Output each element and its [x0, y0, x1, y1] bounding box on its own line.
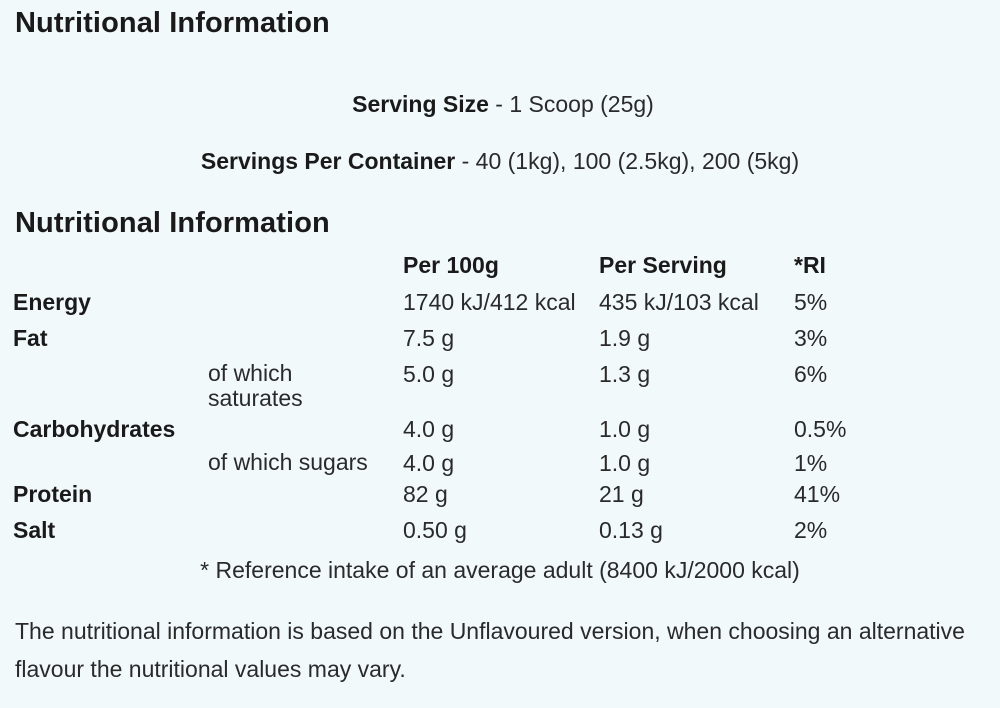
column-header-ri: *RI [794, 252, 826, 278]
value-per-serving: 0.13 g [599, 517, 663, 543]
column-header-nutrient [13, 252, 208, 288]
value-per-100g: 4.0 g [403, 416, 455, 442]
nutrient-sub [208, 480, 403, 516]
nutrient-name: Protein [13, 481, 93, 507]
table-row: of which saturates 5.0 g 1.3 g 6% [13, 360, 874, 415]
value-per-serving: 1.3 g [599, 361, 651, 387]
value-per-serving: 1.0 g [599, 416, 651, 442]
value-per-100g: 0.50 g [403, 517, 467, 543]
column-header-per-serving: Per Serving [599, 252, 727, 278]
value-ri: 3% [794, 325, 828, 351]
value-per-100g: 1740 kJ/412 kcal [403, 289, 576, 315]
value-ri: 6% [794, 361, 828, 387]
nutrient-sub [208, 288, 403, 324]
value-per-100g: 7.5 g [403, 325, 455, 351]
ri-footnote: * Reference intake of an average adult (… [200, 557, 800, 583]
value-per-100g: 4.0 g [403, 450, 455, 476]
nutrient-sub [208, 415, 403, 449]
nutrient-name [13, 360, 208, 415]
value-ri: 2% [794, 517, 828, 543]
value-ri: 0.5% [794, 416, 847, 442]
value-per-serving: 1.9 g [599, 325, 651, 351]
value-ri: 41% [794, 481, 841, 507]
serving-size-value: - 1 Scoop (25g) [488, 91, 654, 117]
nutrient-name [13, 449, 208, 480]
value-ri: 1% [794, 450, 828, 476]
nutrient-sub [208, 516, 403, 552]
value-ri: 5% [794, 289, 828, 315]
serving-size: Serving Size - 1 Scoop (25g) [3, 91, 1000, 118]
value-per-serving: 21 g [599, 481, 644, 507]
servings-per-container: Servings Per Container - 40 (1kg), 100 (… [0, 148, 1000, 175]
value-per-100g: 82 g [403, 481, 448, 507]
table-row: Energy 1740 kJ/412 kcal 435 kJ/103 kcal … [13, 288, 874, 324]
value-per-100g: 5.0 g [403, 361, 455, 387]
table-heading: Nutritional Information [15, 207, 330, 239]
table-row: Fat 7.5 g 1.9 g 3% [13, 324, 874, 360]
table-row: Carbohydrates 4.0 g 1.0 g 0.5% [13, 415, 874, 449]
page-title: Nutritional Information [15, 7, 330, 39]
value-per-serving: 435 kJ/103 kcal [599, 289, 759, 315]
nutrient-name: Energy [13, 289, 91, 315]
nutrient-name: Carbohydrates [13, 416, 176, 442]
column-header-per-100g: Per 100g [403, 252, 499, 278]
nutrient-name: Salt [13, 517, 56, 543]
table-row: Salt 0.50 g 0.13 g 2% [13, 516, 874, 552]
table-row: of which sugars 4.0 g 1.0 g 1% [13, 449, 874, 480]
disclaimer-note: The nutritional information is based on … [15, 618, 965, 682]
table-row: Protein 82 g 21 g 41% [13, 480, 874, 516]
nutrition-table: Per 100g Per Serving *RI Energy 1740 kJ/… [13, 252, 874, 552]
nutrient-sub [208, 324, 403, 360]
column-header-sub [208, 252, 403, 288]
nutrient-sub: of which saturates [208, 360, 303, 411]
serving-size-label: Serving Size [352, 91, 489, 117]
nutrient-name: Fat [13, 325, 48, 351]
table-header-row: Per 100g Per Serving *RI [13, 252, 874, 288]
servings-per-container-label: Servings Per Container [200, 148, 456, 174]
nutrient-sub: of which sugars [208, 449, 368, 475]
value-per-serving: 1.0 g [599, 450, 651, 476]
servings-per-container-value: - 40 (1kg), 100 (2.5kg), 200 (5kg) [455, 148, 800, 174]
